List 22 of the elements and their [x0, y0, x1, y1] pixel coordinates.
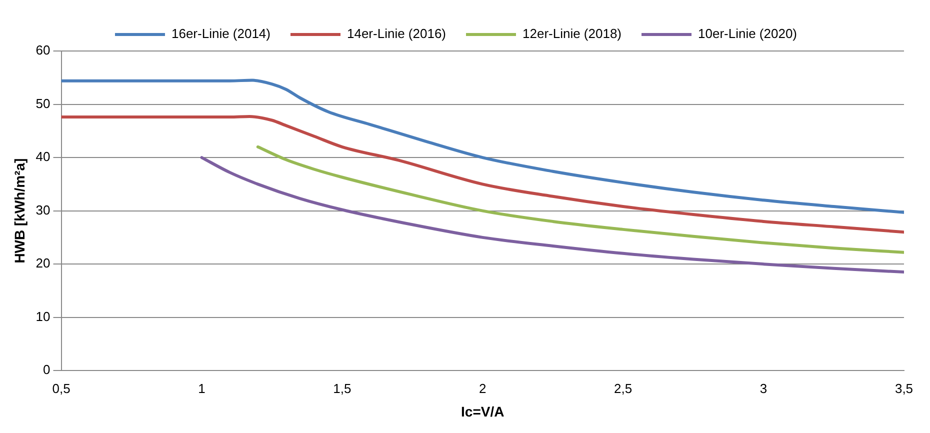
x-tick-label: 2: [479, 380, 486, 396]
y-axis-title: HWB [kWh/m²a]: [11, 158, 28, 264]
x-tick-label: 3,5: [894, 380, 914, 396]
y-tick-label: 60: [36, 42, 50, 58]
x-tick-label: 1: [198, 380, 206, 396]
legend-label: 12er-Linie (2018): [522, 26, 622, 42]
legend-label: 14er-Linie (2016): [346, 26, 446, 42]
x-tick-label: 0,5: [52, 380, 70, 396]
legend-label: 10er-Linie (2020): [698, 26, 798, 42]
y-tick-label: 40: [36, 149, 50, 164]
y-tick-label: 0: [43, 362, 50, 378]
y-tick-label: 10: [36, 308, 50, 324]
x-axis-title: Ic=V/A: [461, 403, 504, 420]
x-tick-label: 2,5: [614, 380, 632, 396]
x-tick-label: 1,5: [333, 380, 352, 396]
y-tick-label: 30: [36, 202, 50, 218]
x-tick-label: 3: [760, 380, 768, 396]
line-series: [200, 156, 904, 274]
y-tick-label: 50: [36, 96, 50, 111]
y-tick-label: 20: [36, 256, 50, 271]
line-series: [256, 145, 904, 254]
legend-label: 16er-Linie (2014): [171, 26, 271, 42]
